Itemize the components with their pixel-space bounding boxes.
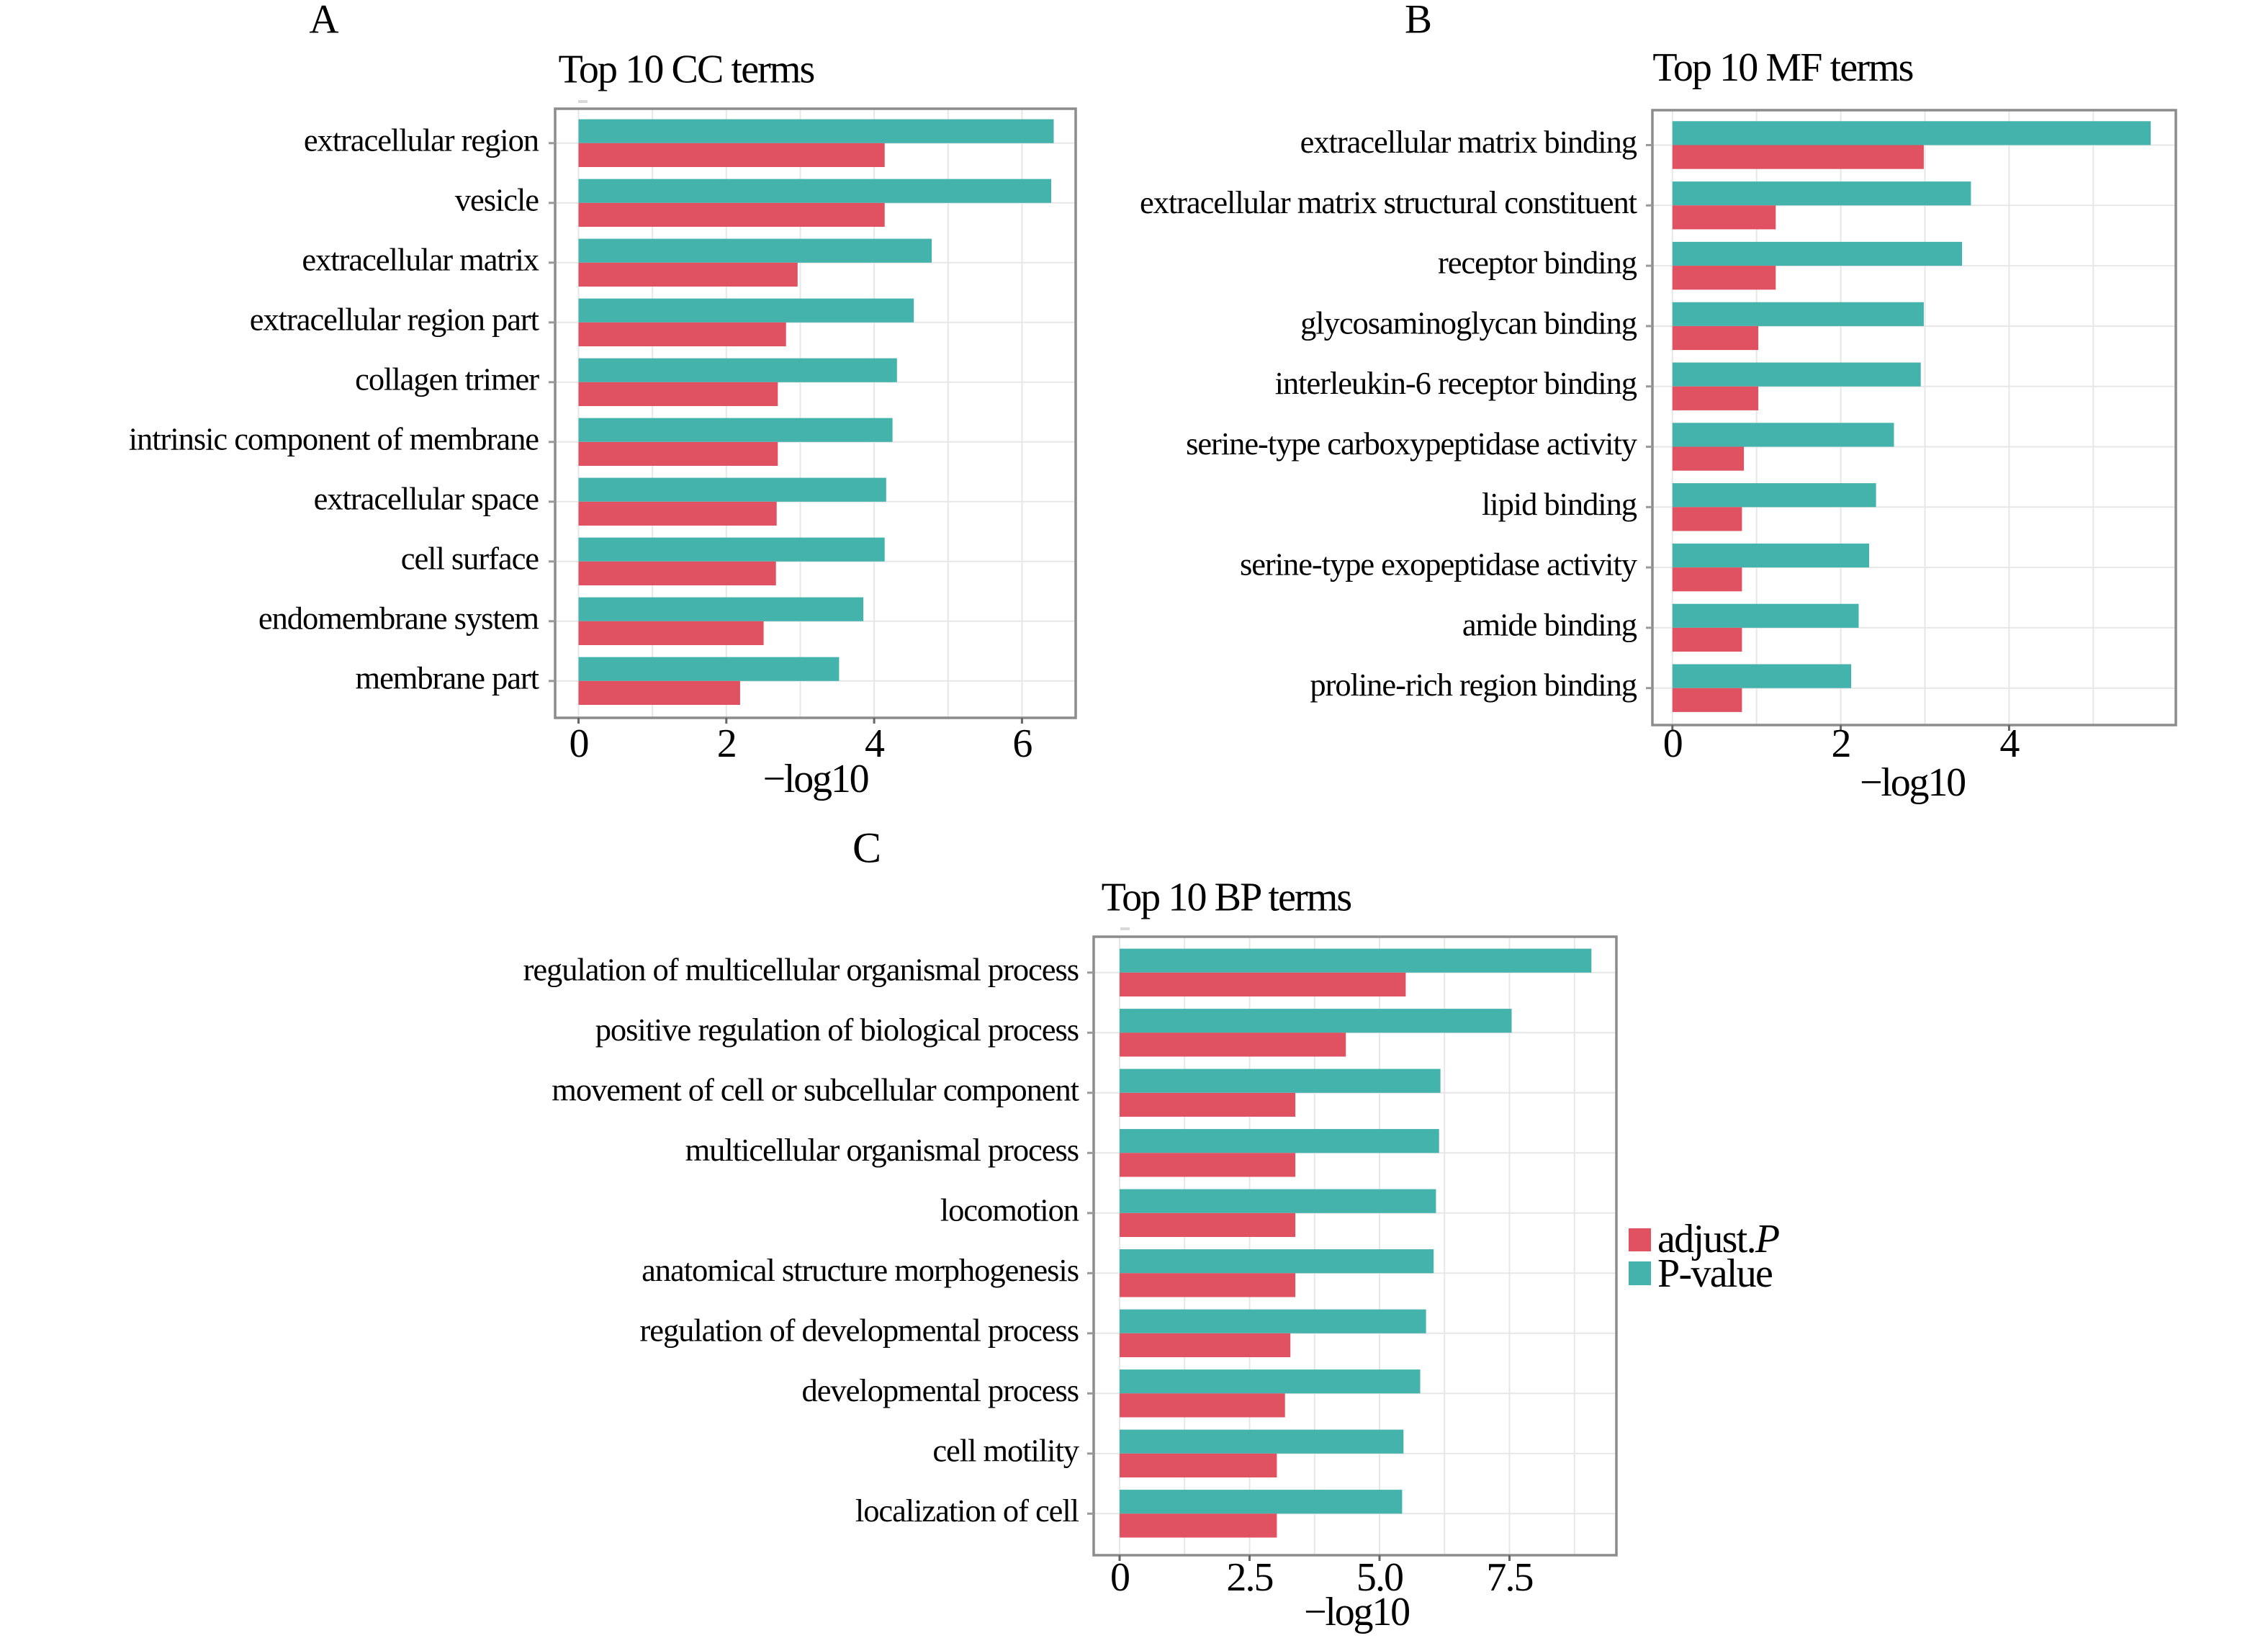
svg-text:membrane part: membrane part: [356, 660, 540, 696]
svg-text:intrinsic component of membran: intrinsic component of membrane: [129, 420, 539, 456]
svg-text:extracellular matrix structura: extracellular matrix structural constitu…: [1140, 184, 1638, 220]
svg-text:adjust.P: adjust.P: [1657, 1217, 1779, 1261]
svg-text:2.5: 2.5: [1226, 1555, 1272, 1600]
svg-text:−log10: −log10: [763, 757, 868, 801]
svg-text:locomotion: locomotion: [940, 1192, 1079, 1228]
svg-text:movement of cell or subcellula: movement of cell or subcellular componen…: [552, 1071, 1079, 1107]
svg-text:amide binding: amide binding: [1462, 606, 1637, 642]
svg-text:Top 10 CC terms: Top 10 CC terms: [559, 48, 814, 92]
svg-text:multicellular organismal proce: multicellular organismal process: [685, 1132, 1079, 1168]
svg-text:6: 6: [1012, 721, 1032, 766]
svg-text:proline-rich region binding: proline-rich region binding: [1310, 667, 1637, 703]
svg-text:collagen trimer: collagen trimer: [355, 361, 539, 397]
svg-text:positive regulation of biologi: positive regulation of biological proces…: [595, 1012, 1079, 1048]
svg-text:lipid binding: lipid binding: [1482, 486, 1637, 522]
svg-text:0: 0: [569, 721, 588, 766]
svg-text:5.0: 5.0: [1356, 1555, 1403, 1600]
svg-text:serine-type carboxypeptidase a: serine-type carboxypeptidase activity: [1186, 426, 1638, 462]
svg-text:endomembrane system: endomembrane system: [258, 600, 539, 636]
svg-text:serine-type exopeptidase activ: serine-type exopeptidase activity: [1240, 546, 1638, 582]
svg-text:anatomical structure morphogen: anatomical structure morphogenesis: [642, 1252, 1079, 1288]
svg-text:localization of cell: localization of cell: [855, 1493, 1079, 1529]
svg-text:4: 4: [1999, 721, 2020, 766]
svg-text:C: C: [852, 824, 881, 872]
svg-text:extracellular space: extracellular space: [314, 480, 539, 516]
svg-text:vesicle: vesicle: [455, 181, 539, 217]
svg-text:4: 4: [865, 721, 885, 766]
svg-text:cell surface: cell surface: [401, 540, 539, 576]
svg-text:glycosaminoglycan binding: glycosaminoglycan binding: [1300, 305, 1637, 341]
svg-text:receptor binding: receptor binding: [1438, 245, 1637, 281]
svg-text:P-value: P-value: [1657, 1251, 1772, 1296]
svg-text:extracellular matrix: extracellular matrix: [302, 241, 539, 277]
svg-text:0: 0: [1110, 1555, 1129, 1600]
svg-text:−log10: −log10: [1304, 1590, 1409, 1634]
svg-text:2: 2: [717, 721, 736, 766]
svg-text:extracellular matrix binding: extracellular matrix binding: [1300, 124, 1637, 160]
svg-text:Top 10 MF terms: Top 10 MF terms: [1652, 45, 1912, 90]
svg-text:B: B: [1405, 0, 1432, 42]
svg-text:0: 0: [1663, 721, 1682, 766]
svg-text:interleukin-6 receptor binding: interleukin-6 receptor binding: [1275, 365, 1637, 401]
svg-text:extracellular region part: extracellular region part: [250, 301, 540, 337]
svg-text:developmental process: developmental process: [802, 1372, 1079, 1408]
svg-text:regulation of developmental pr: regulation of developmental process: [639, 1312, 1079, 1348]
svg-text:A: A: [309, 0, 338, 42]
svg-text:2: 2: [1832, 721, 1850, 766]
svg-text:extracellular region: extracellular region: [304, 122, 539, 158]
svg-text:regulation of multicellular or: regulation of multicellular organismal p…: [523, 951, 1079, 987]
svg-text:7.5: 7.5: [1486, 1555, 1532, 1600]
svg-text:−log10: −log10: [1860, 760, 1965, 805]
svg-text:cell motility: cell motility: [932, 1432, 1079, 1468]
svg-text:Top 10 BP terms: Top 10 BP terms: [1102, 876, 1351, 920]
